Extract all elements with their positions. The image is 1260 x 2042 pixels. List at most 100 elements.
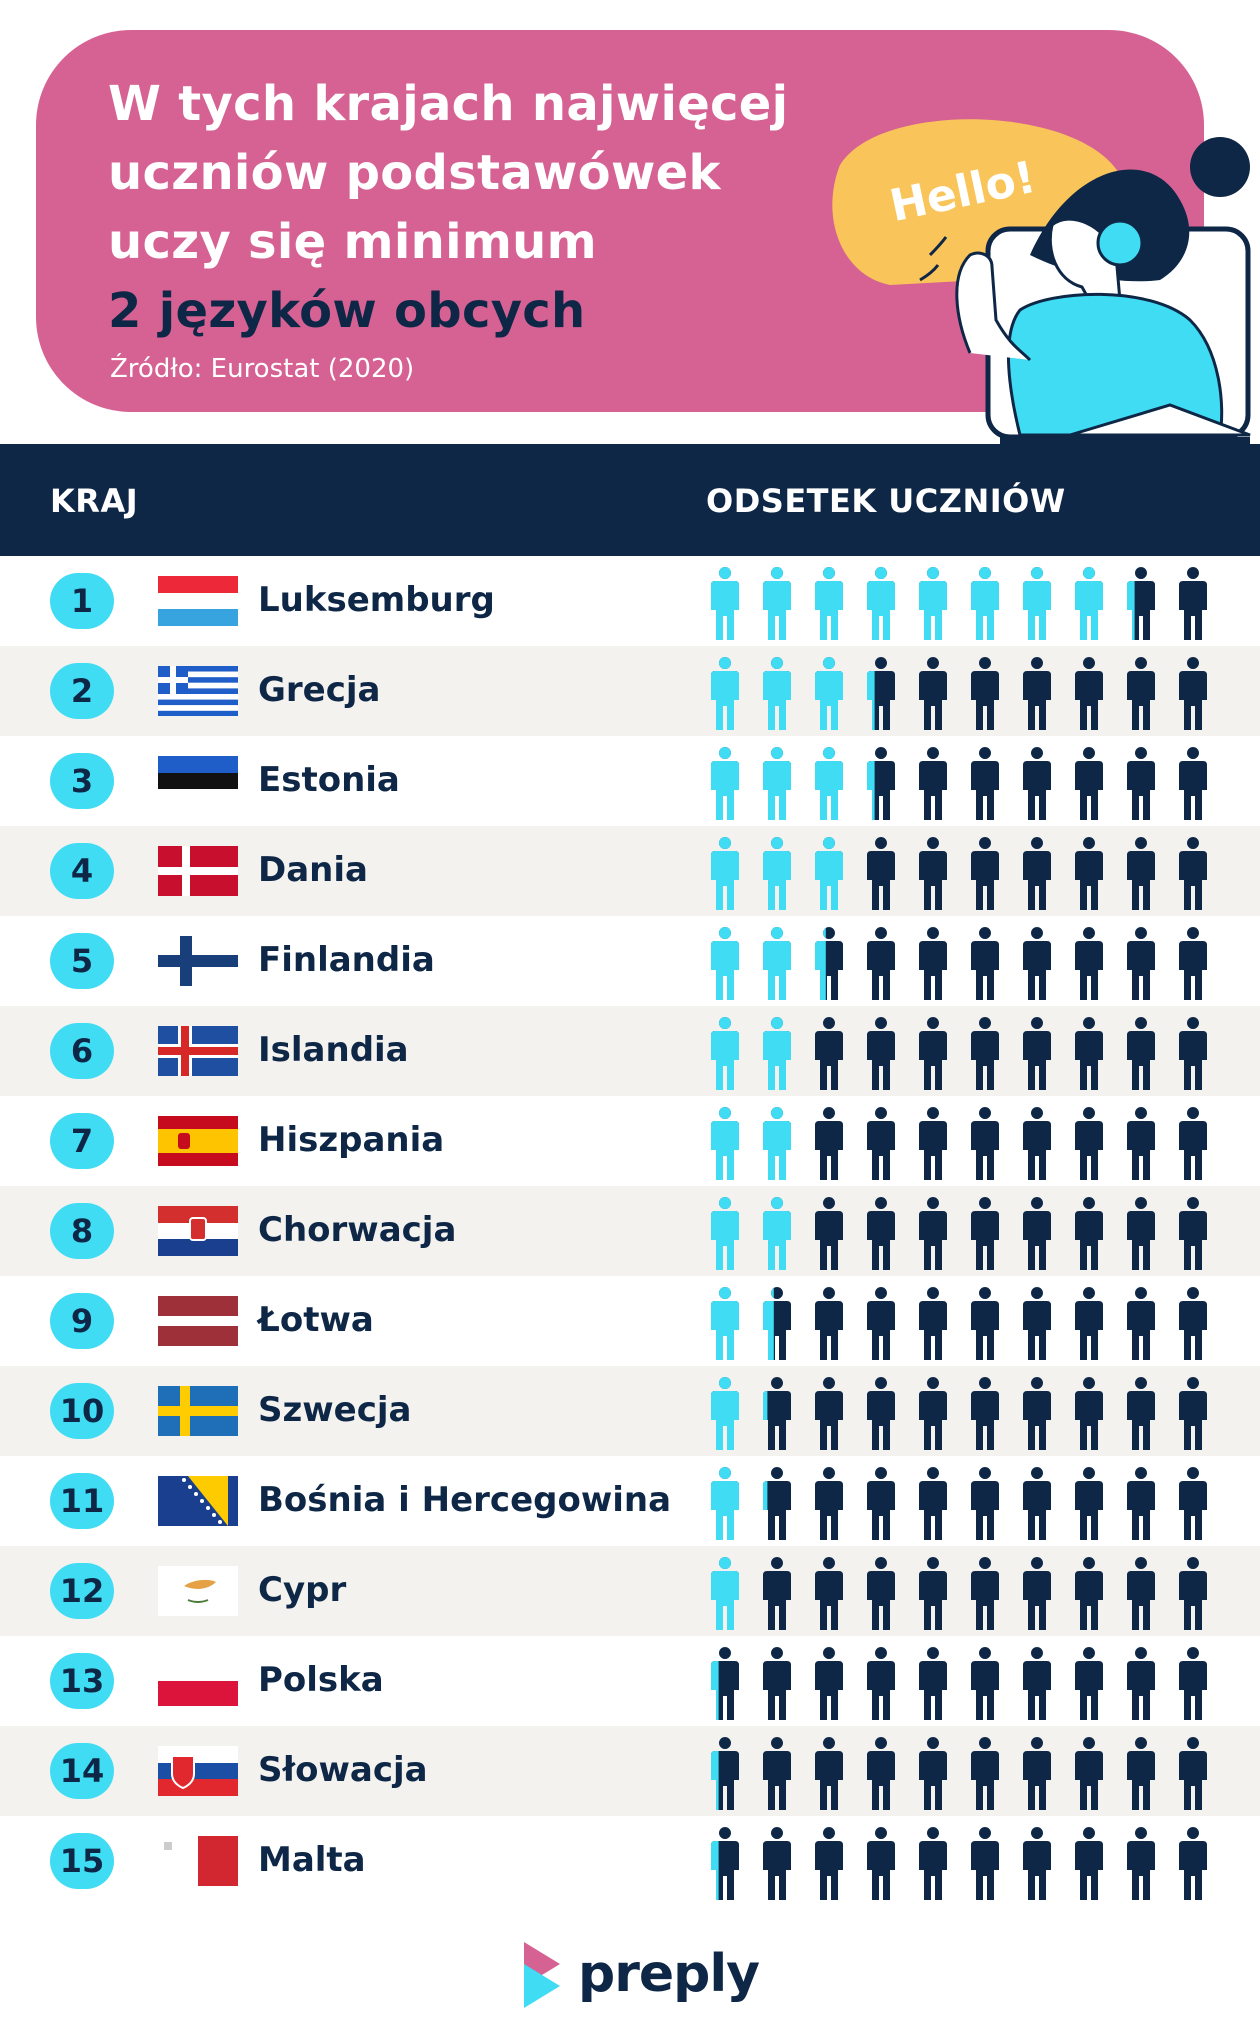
person-icon: [1075, 1827, 1103, 1900]
person-icon: [815, 1647, 843, 1720]
person-icon: [1075, 747, 1103, 820]
rank-badge: 3: [50, 753, 114, 809]
table-row: 3 Estonia: [0, 736, 1260, 826]
person-icon: [919, 1197, 947, 1270]
gr-flag-icon: [158, 666, 238, 717]
person-icon: [1075, 837, 1103, 910]
person-icon: [711, 1467, 739, 1540]
person-icon: [763, 1557, 791, 1630]
column-header-country: KRAJ: [50, 482, 139, 520]
table-row: 15 Malta: [0, 1816, 1260, 1906]
person-icon: [1127, 1737, 1155, 1810]
person-icon: [867, 1287, 895, 1360]
country-name: Hiszpania: [258, 1120, 445, 1160]
person-icon: [919, 1107, 947, 1180]
is-flag-icon: [158, 1026, 238, 1076]
person-icon: [711, 837, 739, 910]
person-icon: [867, 1377, 895, 1450]
person-icon: [815, 1017, 843, 1090]
person-icon: [1023, 1377, 1051, 1450]
person-icon: [763, 927, 791, 1000]
rank-badge: 13: [50, 1653, 114, 1709]
person-icon: [1023, 657, 1051, 730]
rank-badge: 10: [50, 1383, 114, 1439]
person-icon: [1075, 1197, 1103, 1270]
person-icon: [919, 1737, 947, 1810]
person-icon: [971, 1017, 999, 1090]
person-icon: [971, 1287, 999, 1360]
country-name: Malta: [258, 1840, 366, 1880]
person-icon: [1075, 927, 1103, 1000]
person-icon: [1179, 1287, 1207, 1360]
person-icon: [867, 1197, 895, 1270]
person-icon: [1127, 567, 1155, 640]
person-icon: [1179, 747, 1207, 820]
person-icon: [815, 1377, 843, 1450]
country-name: Finlandia: [258, 940, 435, 980]
table-row: 1 Luksemburg: [0, 556, 1260, 646]
person-icon: [1023, 1827, 1051, 1900]
hair-bun-icon: [1190, 137, 1250, 197]
person-icon: [763, 1827, 791, 1900]
rank-badge: 2: [50, 663, 114, 719]
table-header: KRAJ ODSETEK UCZNIÓW: [0, 444, 1260, 556]
person-icon: [711, 747, 739, 820]
person-icon: [763, 657, 791, 730]
se-flag-icon: [158, 1386, 238, 1436]
waving-hand-icon: [955, 251, 1032, 362]
person-icon: [711, 1287, 739, 1360]
country-name: Cypr: [258, 1570, 347, 1610]
mt-flag-icon: [158, 1836, 238, 1886]
table-row: 4 Dania: [0, 826, 1260, 916]
person-icon: [1127, 1377, 1155, 1450]
title-line-1: W tych krajach najwięcej: [108, 76, 789, 132]
person-icon: [867, 1737, 895, 1810]
person-icon: [815, 1197, 843, 1270]
person-icon: [1127, 837, 1155, 910]
person-icon: [815, 927, 843, 1000]
person-icon: [867, 1107, 895, 1180]
pl-flag-icon: [158, 1656, 238, 1706]
country-name: Dania: [258, 850, 368, 890]
country-name: Łotwa: [258, 1300, 374, 1340]
person-icon: [711, 567, 739, 640]
person-icon: [1023, 1017, 1051, 1090]
cy-flag-icon: [158, 1566, 238, 1616]
person-icon: [815, 1287, 843, 1360]
person-icon: [1179, 1827, 1207, 1900]
person-icon: [1075, 1647, 1103, 1720]
person-icon: [867, 1647, 895, 1720]
title-line-2: uczniów podstawówek: [108, 145, 721, 201]
person-icon: [919, 567, 947, 640]
person-icon: [919, 1287, 947, 1360]
person-icon: [867, 747, 895, 820]
rank-badge: 6: [50, 1023, 114, 1079]
person-icon: [971, 837, 999, 910]
column-header-share: ODSETEK UCZNIÓW: [706, 482, 1066, 520]
person-icon: [971, 1557, 999, 1630]
person-icon: [763, 1737, 791, 1810]
person-icon: [711, 927, 739, 1000]
person-icon: [763, 1377, 791, 1450]
person-icon: [815, 1737, 843, 1810]
table-row: 12 Cypr: [0, 1546, 1260, 1636]
person-icon: [763, 1467, 791, 1540]
person-icon: [711, 1557, 739, 1630]
person-icon: [1075, 1737, 1103, 1810]
person-icon: [919, 1377, 947, 1450]
person-icon: [1127, 1197, 1155, 1270]
person-icon: [1075, 1107, 1103, 1180]
laptop-icon: [1069, 403, 1251, 437]
person-icon: [763, 1197, 791, 1270]
person-icon: [763, 1017, 791, 1090]
person-icon: [1179, 1557, 1207, 1630]
person-icon: [1075, 1017, 1103, 1090]
preply-logo-icon: [524, 1942, 560, 2008]
country-name: Islandia: [258, 1030, 409, 1070]
person-icon: [1127, 1647, 1155, 1720]
person-icon: [1179, 1107, 1207, 1180]
title-accent: 2 języków obcych: [108, 283, 586, 339]
brand-name: preply: [578, 1944, 760, 2004]
rank-badge: 14: [50, 1743, 114, 1799]
table-row: 2 Grecja: [0, 646, 1260, 736]
